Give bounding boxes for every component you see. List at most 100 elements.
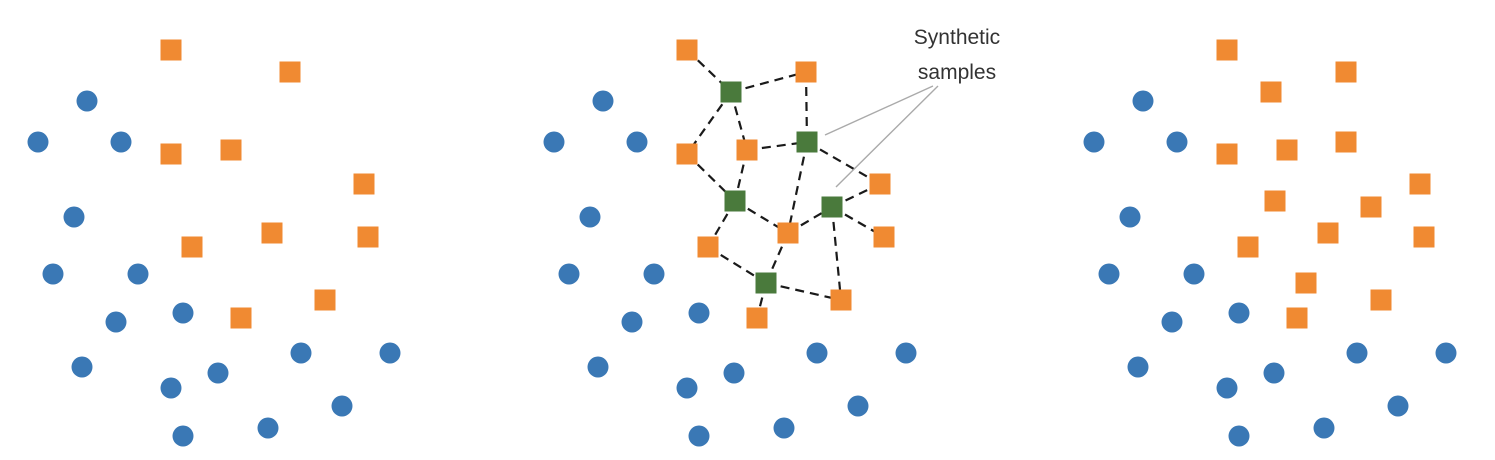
neighbor-link [830,206,843,301]
minority-point-icon [676,39,698,61]
minority-point-icon [160,143,182,165]
annotation-line2: samples [918,61,996,84]
minority-point-icon [1409,173,1431,195]
majority-point-icon [1098,263,1120,285]
minority-point-icon [1216,143,1238,165]
majority-point-icon [773,417,795,439]
majority-point-icon [1183,263,1205,285]
neighbor-link [730,70,807,94]
neighbor-link [804,71,809,143]
majority-point-icon [207,362,229,384]
majority-point-icon [127,263,149,285]
majority-point-icon [621,311,643,333]
majority-point-icon [806,342,828,364]
callout-line [835,85,939,188]
majority-point-icon [723,362,745,384]
majority-point-icon [160,377,182,399]
neighbor-link [765,281,842,302]
majority-point-icon [1127,356,1149,378]
majority-point-icon [257,417,279,439]
majority-point-icon [1161,311,1183,333]
panel-original [27,39,401,447]
minority-point-icon [1335,131,1357,153]
majority-point-icon [76,90,98,112]
minority-point-icon [676,143,698,165]
minority-point-icon [314,289,336,311]
minority-point-icon [353,173,375,195]
neighbor-links [686,49,885,319]
majority-point-icon [587,356,609,378]
majority-point-icon [592,90,614,112]
majority-point-icon [1263,362,1285,384]
minority-point-icon [736,139,758,161]
annotation-line1: Synthetic [914,26,1000,49]
minority-point-icon [746,307,768,329]
panel-synthesis: Synthetic samples [543,26,1000,447]
minority-point-icon [181,236,203,258]
majority-point-icon [688,302,710,324]
majority-point-icon [1083,131,1105,153]
minority-point-icon [1413,226,1435,248]
minority-point-icon [261,222,283,244]
majority-point-icon [379,342,401,364]
majority-point-icon [1346,342,1368,364]
majority-point-icon [543,131,565,153]
panel-oversampled [1083,39,1457,447]
minority-point-icon [1335,61,1357,83]
majority-point-icon [105,311,127,333]
minority-point-icon [697,236,719,258]
majority-point-icon [1228,302,1250,324]
callout-lines [824,85,939,188]
minority-point-icon [1295,272,1317,294]
majority-point-icon [579,206,601,228]
majority-point-icon [895,342,917,364]
synthetic-point-icon [755,272,777,294]
majority-point-icon [172,425,194,447]
neighbor-link [707,246,767,284]
minority-point-icon [795,61,817,83]
synthetic-point-icon [724,190,746,212]
majority-point-icon [558,263,580,285]
majority-point-icon [331,395,353,417]
majority-point-icon [172,302,194,324]
minority-point-icon [1370,289,1392,311]
minority-point-icon [357,226,379,248]
minority-point-icon [777,222,799,244]
majority-point-icon [110,131,132,153]
minority-point-icon [1264,190,1286,212]
points [543,39,917,447]
minority-point-icon [1237,236,1259,258]
minority-point-icon [1317,222,1339,244]
minority-point-icon [1360,196,1382,218]
majority-point-icon [63,206,85,228]
minority-point-icon [1260,81,1282,103]
minority-point-icon [1276,139,1298,161]
majority-point-icon [42,263,64,285]
synthetic-point-icon [796,131,818,153]
majority-point-icon [847,395,869,417]
majority-point-icon [1435,342,1457,364]
majority-point-icon [626,131,648,153]
minority-point-icon [873,226,895,248]
neighbor-link [806,141,881,185]
majority-point-icon [1132,90,1154,112]
majority-point-icon [1216,377,1238,399]
majority-point-icon [1119,206,1141,228]
minority-point-icon [1286,307,1308,329]
minority-point-icon [1216,39,1238,61]
majority-point-icon [71,356,93,378]
majority-point-icon [1313,417,1335,439]
majority-point-icon [290,342,312,364]
callout-line [824,85,934,136]
majority-point-icon [688,425,710,447]
majority-point-icon [27,131,49,153]
majority-point-icon [1387,395,1409,417]
majority-point-icon [643,263,665,285]
minority-point-icon [830,289,852,311]
synthetic-point-icon [720,81,742,103]
minority-point-icon [869,173,891,195]
majority-point-icon [1228,425,1250,447]
neighbor-link [786,141,809,234]
majority-point-icon [676,377,698,399]
